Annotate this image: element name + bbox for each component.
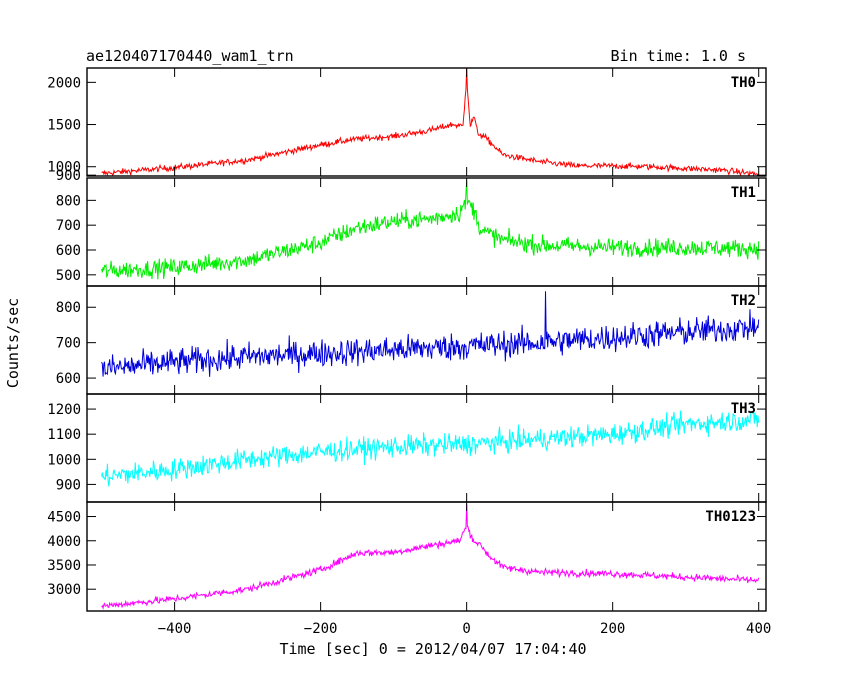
panel-th1: 500 600 700 800 TH1: [56, 177, 767, 287]
panel-frame: [86, 67, 767, 177]
panel-th2: 600 700 800 TH2: [56, 285, 767, 395]
panel-label: TH3: [731, 401, 756, 417]
y-tick-label: 1500: [47, 118, 81, 134]
y-tick-label: 800: [56, 193, 81, 209]
y-tick-label: 800: [56, 300, 81, 316]
y-tick-label: 1000: [47, 452, 81, 468]
x-tick-label: −200: [304, 621, 338, 637]
x-tick-label: 200: [600, 621, 625, 637]
y-tick-label: 900: [56, 477, 81, 493]
y-tick-label: 4000: [47, 534, 81, 550]
panel-label: TH0123: [705, 509, 756, 525]
panel-frame: [86, 285, 767, 395]
y-tick-label: 1100: [47, 427, 81, 443]
series-th0: [101, 68, 760, 176]
x-axis-label: Time [sec] 0 = 2012/04/07 17:04:40: [279, 640, 586, 658]
series-th0123: [101, 503, 760, 610]
series-th1: [101, 180, 760, 280]
y-tick-label: 1000: [47, 160, 81, 176]
panel-label: TH0: [731, 75, 756, 91]
y-tick-label: 700: [56, 218, 81, 234]
bin-time-label: Bin time: 1.0 s: [611, 47, 746, 65]
y-tick-label: 1200: [47, 402, 81, 418]
y-tick-label: 600: [56, 371, 81, 387]
x-tick-label: 400: [746, 621, 771, 637]
panel-th3: 900 1000 1100 1200 TH3: [47, 393, 767, 503]
panel-frame: [86, 501, 767, 612]
y-tick-label: 700: [56, 336, 81, 352]
y-axis-label: Counts/sec: [4, 298, 22, 388]
y-tick-label: 3000: [47, 582, 81, 598]
y-tick-label: 500: [56, 268, 81, 284]
y-tick-label: 3500: [47, 558, 81, 574]
x-tick-label: 0: [462, 621, 470, 637]
panel-label: TH2: [731, 293, 756, 309]
y-tick-label: 900: [56, 168, 81, 184]
y-tick-label: 2000: [47, 75, 81, 91]
panel-label: TH1: [731, 185, 756, 201]
panel-th0123: 3000 3500 4000 4500 TH0123: [47, 501, 767, 612]
chart-title: ae120407170440_wam1_trn: [86, 47, 294, 65]
y-tick-label: 600: [56, 243, 81, 259]
x-tick-label: −400: [158, 621, 192, 637]
series-th2: [101, 291, 760, 377]
y-tick-label: 4500: [47, 510, 81, 526]
series-th3: [101, 410, 760, 487]
